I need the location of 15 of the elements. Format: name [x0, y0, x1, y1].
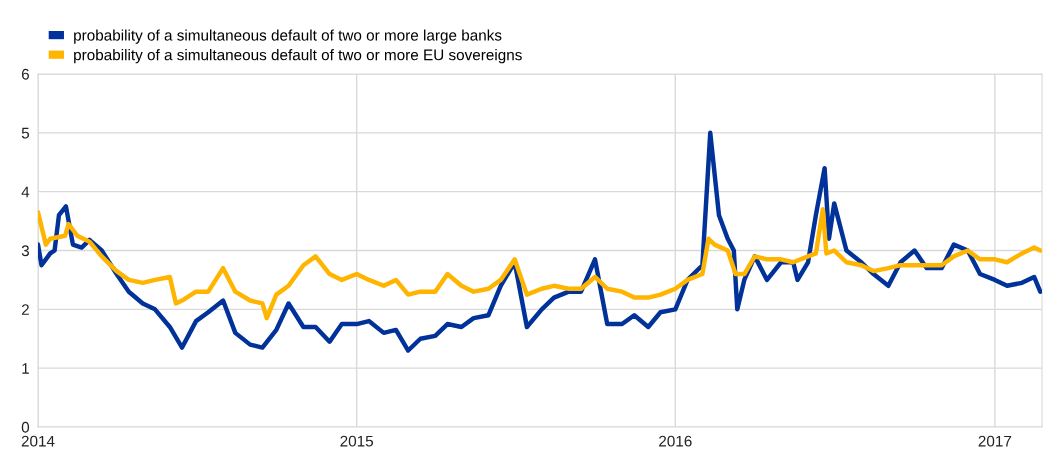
line-series: [38, 207, 1042, 321]
y-tick-label: 5: [21, 127, 30, 139]
x-tick-label: 2014: [21, 435, 55, 447]
y-tick-label: 2: [21, 304, 29, 315]
y-tick-label: 1: [22, 363, 29, 374]
line-series: [38, 130, 1042, 353]
y-tick-label: 0: [21, 421, 30, 433]
legend-label: probability of a simultaneous default of two or more large banks: [74, 29, 502, 44]
x-tick-label: 2017: [978, 435, 1012, 447]
y-tick-label: 6: [21, 68, 29, 80]
x-tick-label: 2016: [659, 435, 692, 447]
legend-label: probability of a simultaneous default of two or more EU sovereigns: [74, 49, 522, 64]
y-tick-label: 3: [21, 245, 29, 257]
y-tick-label: 4: [21, 186, 30, 198]
x-tick-label: 2015: [340, 435, 374, 447]
